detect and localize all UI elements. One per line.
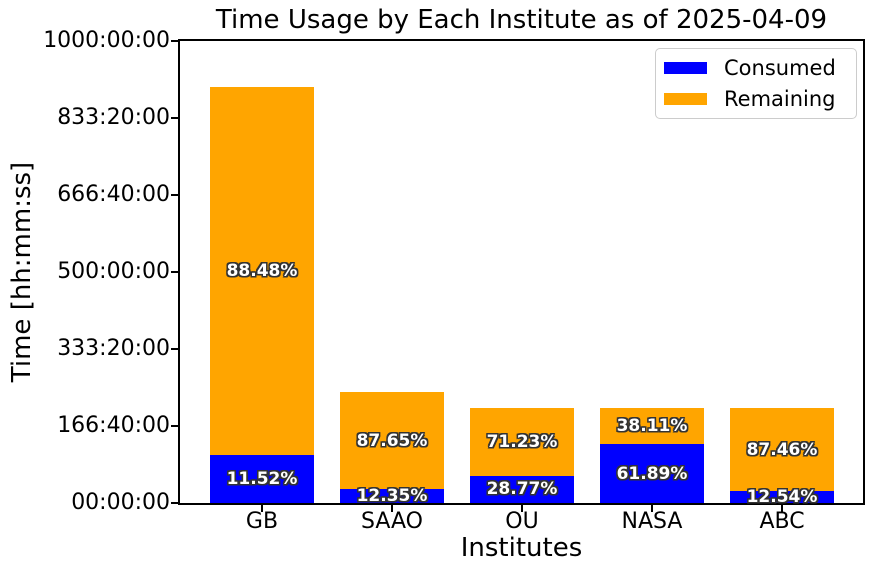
xtick-mark-SAAO — [391, 505, 393, 512]
ytick-label-1: 166:40:00 — [57, 413, 170, 438]
bar-ABC-consumed-segment — [730, 491, 834, 503]
bar-GB-consumed-pct-label: 11.52% — [226, 469, 298, 490]
bar-ABC-remaining-pct-label: 87.46% — [746, 439, 818, 460]
ytick-mark-5 — [171, 117, 178, 119]
x-axis-label: Institutes — [460, 533, 583, 563]
bar-OU-remaining-segment — [470, 408, 574, 476]
xtick-mark-OU — [521, 505, 523, 512]
legend-swatch-consumed-icon — [664, 62, 707, 74]
ytick-label-5: 833:20:00 — [57, 105, 170, 130]
legend-entry-remaining: Remaining — [664, 86, 848, 112]
ytick-mark-2 — [171, 348, 178, 350]
bar-SAAO-remaining-segment — [340, 392, 444, 490]
bar-GB-consumed-segment — [210, 455, 314, 503]
xtick-label-ABC: ABC — [759, 509, 805, 534]
legend-label-consumed: Consumed — [724, 56, 836, 80]
bar-SAAO-consumed-segment — [340, 489, 444, 503]
xtick-label-NASA: NASA — [621, 509, 683, 534]
ytick-mark-6 — [171, 40, 178, 42]
bar-SAAO-remaining-pct-label: 87.65% — [356, 430, 428, 451]
legend-swatch-remaining-icon — [664, 93, 707, 105]
ytick-mark-3 — [171, 271, 178, 273]
bar-ABC-consumed-pct-label: 12.54% — [746, 487, 818, 508]
legend: Consumed Remaining — [655, 48, 857, 119]
xtick-label-OU: OU — [505, 509, 539, 534]
xtick-mark-GB — [261, 505, 263, 512]
ytick-mark-1 — [171, 425, 178, 427]
bar-OU-remaining-pct-label: 71.23% — [486, 432, 558, 453]
ytick-label-0: 00:00:00 — [71, 490, 170, 515]
xtick-mark-ABC — [781, 505, 783, 512]
bar-ABC-remaining-segment — [730, 408, 834, 492]
bar-OU-consumed-segment — [470, 475, 574, 503]
bar-NASA-remaining-pct-label: 38.11% — [616, 416, 688, 437]
legend-label-remaining: Remaining — [724, 87, 836, 111]
ytick-label-6: 1000:00:00 — [43, 28, 170, 53]
legend-entry-consumed: Consumed — [664, 55, 848, 81]
ytick-label-3: 500:00:00 — [57, 259, 170, 284]
bar-SAAO-consumed-pct-label: 12.35% — [356, 486, 428, 507]
bar-OU-consumed-pct-label: 28.77% — [486, 479, 558, 500]
ytick-label-4: 666:40:00 — [57, 182, 170, 207]
ytick-mark-4 — [171, 194, 178, 196]
bar-GB-remaining-segment — [210, 87, 314, 456]
ytick-label-2: 333:20:00 — [57, 336, 170, 361]
ytick-mark-0 — [171, 502, 178, 504]
plot-area: Consumed Remaining 11.52% 88.48% 12.35% 87.… — [178, 39, 865, 508]
bar-NASA-remaining-segment — [600, 408, 704, 445]
bar-NASA-consumed-pct-label: 61.89% — [616, 463, 688, 484]
xtick-label-GB: GB — [245, 509, 279, 534]
xtick-label-SAAO: SAAO — [360, 509, 423, 534]
chart-title: Time Usage by Each Institute as of 2025-… — [215, 5, 828, 35]
xtick-mark-NASA — [651, 505, 653, 512]
bar-NASA-consumed-segment — [600, 444, 704, 503]
bar-GB-remaining-pct-label: 88.48% — [226, 261, 298, 282]
